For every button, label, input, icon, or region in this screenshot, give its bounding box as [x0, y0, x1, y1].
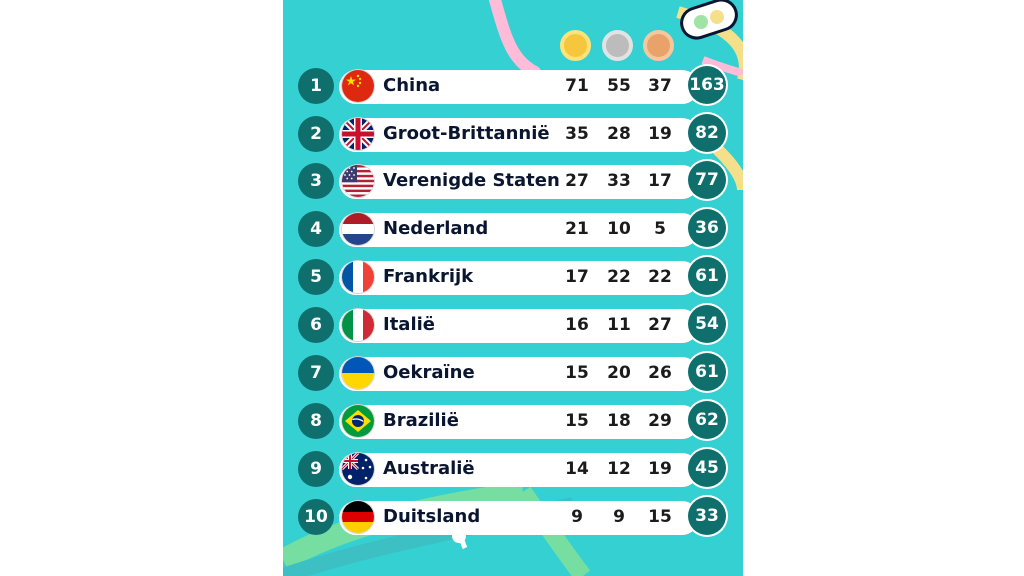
total-badge: 61: [688, 353, 726, 391]
bronze-count: 17: [648, 171, 672, 191]
silver-count: 11: [607, 315, 631, 335]
rank-badge: 2: [298, 116, 334, 152]
silver-count: 22: [607, 267, 631, 287]
country-name: Duitsland: [383, 506, 481, 527]
rank-badge: 6: [298, 307, 334, 343]
rank-badge: 3: [298, 163, 334, 199]
silver-count: 28: [607, 124, 631, 144]
gold-count: 15: [565, 411, 589, 431]
total-badge: 82: [688, 114, 726, 152]
rank-badge: 4: [298, 211, 334, 247]
ukraine-flag-icon: [342, 357, 374, 389]
country-name: Brazilië: [383, 410, 459, 431]
country-name: Frankrijk: [383, 266, 474, 287]
usa-flag-icon: [342, 165, 374, 197]
total-badge: 45: [688, 449, 726, 487]
table-row: 9 Australië 14 12 19 45: [283, 449, 743, 489]
bronze-count: 29: [648, 411, 672, 431]
gold-count: 27: [565, 171, 589, 191]
gold-count: 9: [571, 507, 583, 527]
country-name: Australië: [383, 458, 475, 479]
row-bar: [339, 309, 699, 343]
gold-count: 17: [565, 267, 589, 287]
gold-count: 21: [565, 219, 589, 239]
total-badge: 61: [688, 257, 726, 295]
rank-badge: 10: [298, 499, 334, 535]
bronze-count: 27: [648, 315, 672, 335]
medal-table-panel: 1 China 71 55 37 163 2 Groot-Brittannië 35 28 19 82…: [283, 0, 743, 576]
uk-flag-icon: [342, 118, 374, 150]
bronze-count: 22: [648, 267, 672, 287]
total-badge: 62: [688, 401, 726, 439]
row-bar: [339, 357, 699, 391]
country-name: Oekraïne: [383, 362, 475, 383]
table-row: 7 Oekraïne 15 20 26 61: [283, 353, 743, 393]
rank-badge: 7: [298, 355, 334, 391]
table-row: 3 Verenigde Staten 27 33 17 77: [283, 161, 743, 201]
germany-flag-icon: [342, 501, 374, 533]
gold-count: 14: [565, 459, 589, 479]
table-row: 4 Nederland 21 10 5 36: [283, 209, 743, 249]
total-badge: 33: [688, 497, 726, 535]
gold-count: 35: [565, 124, 589, 144]
bronze-count: 19: [648, 459, 672, 479]
bronze-count: 37: [648, 76, 672, 96]
table-row: 10 Duitsland 9 9 15 33: [283, 497, 743, 537]
table-row: 8 Brazilië 15 18 29 62: [283, 401, 743, 441]
gold-count: 15: [565, 363, 589, 383]
bronze-count: 26: [648, 363, 672, 383]
silver-count: 33: [607, 171, 631, 191]
table-row: 5 Frankrijk 17 22 22 61: [283, 257, 743, 297]
row-bar: [339, 405, 699, 439]
rank-badge: 9: [298, 451, 334, 487]
bronze-count: 15: [648, 507, 672, 527]
rank-badge: 5: [298, 259, 334, 295]
bronze-count: 19: [648, 124, 672, 144]
country-name: Italië: [383, 314, 435, 335]
silver-count: 10: [607, 219, 631, 239]
row-bar: [339, 453, 699, 487]
row-bar: [339, 501, 699, 535]
row-bar: [339, 165, 699, 199]
country-name: Groot-Brittannië: [383, 123, 550, 144]
table-row: 6 Italië 16 11 27 54: [283, 305, 743, 345]
row-bar: [339, 118, 699, 152]
gold-count: 16: [565, 315, 589, 335]
total-badge: 163: [688, 66, 726, 104]
netherlands-flag-icon: [342, 213, 374, 245]
italy-flag-icon: [342, 309, 374, 341]
bronze-medal-icon: [643, 30, 674, 61]
country-name: China: [383, 75, 441, 96]
row-bar: [339, 70, 699, 104]
silver-medal-icon: [602, 30, 633, 61]
total-badge: 36: [688, 209, 726, 247]
gold-count: 71: [565, 76, 589, 96]
row-bar: [339, 213, 699, 247]
silver-count: 20: [607, 363, 631, 383]
silver-count: 9: [613, 507, 625, 527]
table-row: 2 Groot-Brittannië 35 28 19 82: [283, 114, 743, 154]
australia-flag-icon: [342, 453, 374, 485]
rank-badge: 1: [298, 68, 334, 104]
france-flag-icon: [342, 261, 374, 293]
country-name: Nederland: [383, 218, 489, 239]
rank-badge: 8: [298, 403, 334, 439]
bronze-count: 5: [654, 219, 666, 239]
total-badge: 54: [688, 305, 726, 343]
row-bar: [339, 261, 699, 295]
country-name: Verenigde Staten: [383, 170, 560, 191]
gold-medal-icon: [560, 30, 591, 61]
silver-count: 12: [607, 459, 631, 479]
table-row: 1 China 71 55 37 163: [283, 66, 743, 106]
silver-count: 18: [607, 411, 631, 431]
total-badge: 77: [688, 161, 726, 199]
silver-count: 55: [607, 76, 631, 96]
china-flag-icon: [342, 70, 374, 102]
brazil-flag-icon: [342, 405, 374, 437]
